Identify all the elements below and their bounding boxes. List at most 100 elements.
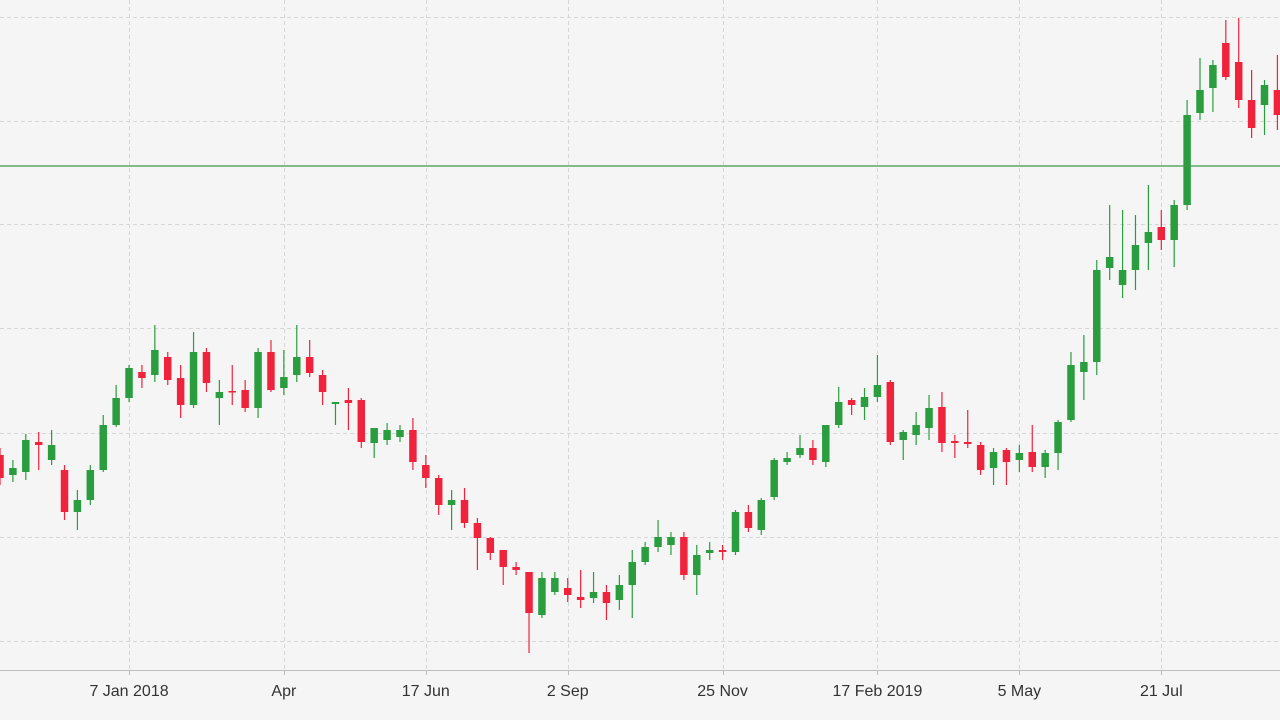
candle-body [551,578,559,592]
candle-body [938,407,946,443]
candle-body [9,468,17,475]
candle-body [731,512,740,552]
candle-body [383,430,391,440]
candle-body [164,357,172,380]
candle-body [989,452,998,468]
x-tick-label: 7 Jan 2018 [89,683,168,700]
candle-body [1002,450,1011,462]
candle-body [525,572,533,613]
candle-body [757,500,766,530]
candle-body [1222,43,1230,77]
candle-body [796,448,804,455]
candle-body [176,378,185,405]
candle-body [1273,90,1280,115]
candle-body [538,578,546,615]
candle-body [680,537,688,575]
x-tick-label: 17 Jun [402,683,450,700]
candle-body [912,425,920,435]
candle-body [473,523,482,538]
x-tick-label: 5 May [998,683,1042,700]
candle-body [847,400,856,405]
candle-body [873,385,882,397]
candle-body [1260,85,1269,105]
candle-body [293,357,301,375]
candle-body [1183,115,1191,205]
candle-body [99,425,107,470]
candle-body [1093,270,1101,362]
candle-body [47,445,56,460]
candle-body [241,390,249,408]
candle-body [357,400,366,442]
candle-body [422,465,430,478]
candle-body [1144,232,1153,243]
x-tick-label: 17 Feb 2019 [832,683,922,700]
candle-body [370,428,378,443]
candle-body [1067,365,1075,420]
candle-body [189,352,198,405]
candle-body [125,368,133,398]
grid [0,0,1280,670]
candle-body [1118,270,1127,285]
candle-body [641,547,649,562]
candle-body [976,445,985,470]
candle-body [602,592,611,603]
candle-body [228,391,236,393]
candle-body [1209,65,1217,88]
candle-body [1196,90,1204,113]
candle-body [705,550,714,553]
candle-body [860,397,869,407]
candle-body [202,352,211,383]
candle-body [331,402,340,404]
candle-body [1247,100,1256,128]
candle-body [770,460,778,497]
candle-body [718,550,727,552]
candle-body [344,400,353,403]
candle-body [834,402,843,425]
candle-body [112,398,120,425]
candle-body [138,372,146,378]
candle-body [564,588,572,595]
candle-body [0,455,4,478]
candle-body [460,500,469,523]
candle-body [964,442,972,444]
candle-body [215,392,224,398]
candle-body [693,555,701,575]
candle-body [783,458,791,462]
candle-body [22,440,30,472]
x-tick-label: 2 Sep [547,683,589,700]
candle-body [280,377,288,388]
candle-body [73,500,82,512]
candle-body [589,592,598,598]
candle-body [1015,453,1024,460]
x-tick-label: 21 Jul [1140,683,1183,700]
candle-body [447,500,456,505]
candle-body [1080,362,1088,372]
candle-body [60,470,69,512]
candle-body [951,441,959,443]
candle-body [628,562,636,585]
x-tick-label: Apr [271,683,297,700]
candle-body [409,430,417,462]
candle-body [254,352,262,408]
candle-body [1157,227,1166,240]
candle-body [654,537,662,547]
candle-body [667,537,675,545]
candle-body [1105,257,1114,268]
candle-body [1170,205,1178,240]
candle-body [499,550,507,567]
candle-body [576,597,585,600]
candle-body [809,448,817,460]
candle-body [615,585,624,600]
candle-body [925,408,933,428]
candle-body [434,478,443,505]
candle-body [486,538,495,553]
candle-body [886,382,895,442]
candle-body [305,357,314,373]
candle-body [1028,452,1036,467]
x-tick-label: 25 Nov [697,683,748,700]
candle-body [744,512,753,528]
